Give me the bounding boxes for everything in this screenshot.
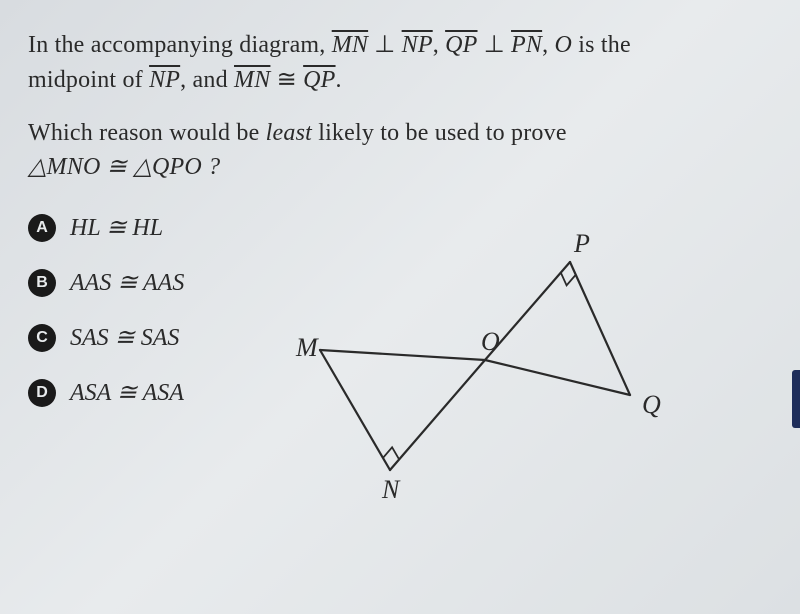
text-run: In the accompanying diagram, xyxy=(28,32,332,58)
text-run: ≅ xyxy=(270,67,303,93)
text-run: Which reason would be xyxy=(28,120,266,146)
option-letter-b: B xyxy=(28,269,56,297)
least-word: least xyxy=(266,120,312,146)
segment-np-2: NP xyxy=(149,67,180,93)
problem-statement: In the accompanying diagram, MN ⊥ NP, QP… xyxy=(28,28,756,98)
option-text-d: ASA ≅ ASA xyxy=(70,378,184,407)
text-run: △MNO ≅ △QPO ? xyxy=(28,154,220,180)
option-a[interactable]: A HL ≅ HL xyxy=(28,213,756,242)
text-run: is the xyxy=(572,32,631,58)
point-o: O xyxy=(555,32,573,58)
text-run: midpoint of xyxy=(28,67,149,93)
option-text-b: AAS ≅ AAS xyxy=(70,268,184,297)
svg-text:Q: Q xyxy=(642,390,661,419)
segment-qp: QP xyxy=(445,32,477,58)
text-run: ⊥ xyxy=(368,32,402,58)
svg-text:P: P xyxy=(573,229,590,258)
svg-text:O: O xyxy=(481,327,500,356)
text-run: , and xyxy=(180,67,234,93)
option-text-a: HL ≅ HL xyxy=(70,213,163,242)
right-edge-tab xyxy=(792,370,800,428)
option-letter-d: D xyxy=(28,379,56,407)
svg-text:N: N xyxy=(381,475,401,504)
text-run: ⊥ xyxy=(478,32,512,58)
segment-mn: MN xyxy=(332,32,368,58)
text-run: . xyxy=(336,67,342,93)
segment-qp-2: QP xyxy=(303,67,335,93)
segment-pn: PN xyxy=(511,32,542,58)
question-text: Which reason would be least likely to be… xyxy=(28,116,756,186)
segment-np: NP xyxy=(402,32,433,58)
text-run: likely to be used to prove xyxy=(312,120,567,146)
text-run: , xyxy=(542,32,554,58)
segment-mn-2: MN xyxy=(234,67,270,93)
geometry-diagram: MNOPQ xyxy=(280,290,700,590)
text-run: , xyxy=(433,32,445,58)
svg-text:M: M xyxy=(295,333,319,362)
option-letter-a: A xyxy=(28,214,56,242)
option-letter-c: C xyxy=(28,324,56,352)
option-text-c: SAS ≅ SAS xyxy=(70,323,179,352)
